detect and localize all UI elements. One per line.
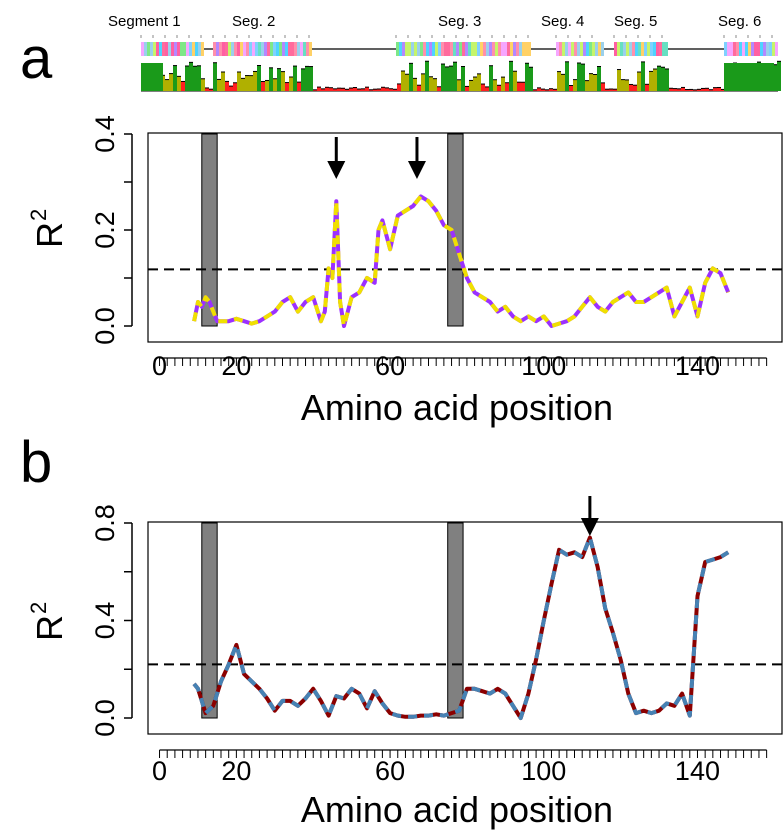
x-tick-label: 60 xyxy=(375,756,405,786)
x-axis-title-b: Amino acid position xyxy=(301,789,613,830)
conservation-bar xyxy=(141,60,781,92)
segment-label-5: Seg. 5 xyxy=(614,13,657,30)
y-axis-title-a: R 2 xyxy=(26,209,70,248)
segment-label-1: Segment 1 xyxy=(108,13,181,30)
segment-label-6: Seg. 6 xyxy=(718,13,761,30)
x-tick-label: 140 xyxy=(675,351,720,381)
shaded-region xyxy=(447,133,464,327)
arrow-marker xyxy=(327,137,346,179)
segment-diagram: Segment 1 Seg. 2 Seg. 3 Seg. 4 Seg. 5 Se… xyxy=(108,13,781,92)
chart-panel-b: 0.0 0.4 0.8 0 20 60 100 140 Amino acid positio… xyxy=(26,496,783,830)
sequence-color-bar xyxy=(140,35,778,56)
x-axis-title-a: Amino acid position xyxy=(301,387,613,428)
segment-label-2: Seg. 2 xyxy=(232,13,275,30)
panel-label-b: b xyxy=(20,430,52,495)
x-tick-label: 100 xyxy=(521,351,566,381)
x-tick-label: 0 xyxy=(152,351,167,381)
panel-label-a: a xyxy=(20,26,53,91)
y-tick-label: 0.4 xyxy=(90,115,120,153)
y-tick-label: 0.4 xyxy=(90,602,120,640)
x-tick-label: 140 xyxy=(675,756,720,786)
svg-text:R: R xyxy=(29,615,70,641)
y-tick-label: 0.2 xyxy=(90,211,120,249)
x-tick-label: 0 xyxy=(152,756,167,786)
y-tick-label: 0.0 xyxy=(90,307,120,345)
chart-panel-a: 0.0 0.2 0.4 0 20 60 100 140 Amino acid positio… xyxy=(26,115,783,428)
shaded-region xyxy=(201,133,218,327)
x-tick-label: 100 xyxy=(521,756,566,786)
arrow-marker xyxy=(407,137,426,179)
segment-label-3: Seg. 3 xyxy=(438,13,481,30)
series-line-b-dash xyxy=(192,535,730,720)
segment-label-4: Seg. 4 xyxy=(541,13,584,30)
y-tick-label: 0.0 xyxy=(90,699,120,737)
svg-text:2: 2 xyxy=(26,602,51,614)
svg-text:R: R xyxy=(29,222,70,248)
y-tick-label: 0.8 xyxy=(90,504,120,542)
x-tick-label: 20 xyxy=(221,351,251,381)
series-line-a-dash xyxy=(192,194,731,328)
x-tick-label: 60 xyxy=(375,351,405,381)
arrow-marker xyxy=(580,496,599,536)
plot-frame-b xyxy=(147,521,783,735)
shaded-region xyxy=(447,522,464,719)
x-tick-label: 20 xyxy=(221,756,251,786)
shaded-region xyxy=(201,522,218,719)
plot-frame-a xyxy=(147,132,783,343)
y-axis-title-b: R 2 xyxy=(26,602,70,641)
svg-text:2: 2 xyxy=(26,209,51,221)
